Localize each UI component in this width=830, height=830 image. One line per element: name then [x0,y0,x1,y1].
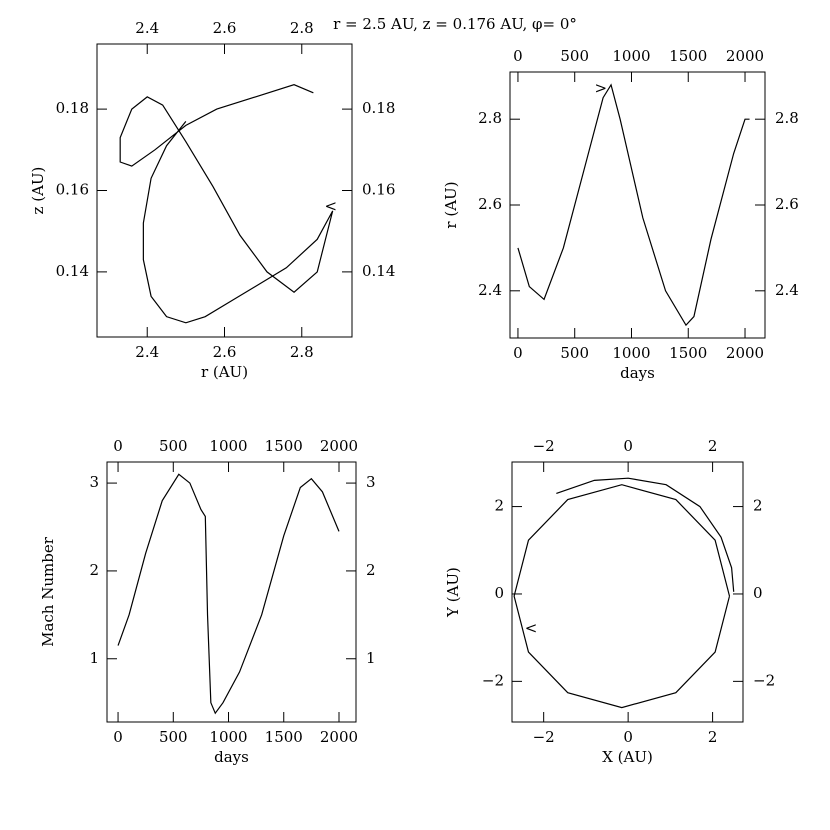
x-tick-label-top: 2000 [320,437,358,455]
y-tick-label: 2.6 [478,195,502,213]
y-tick-label: 0.16 [56,181,89,199]
x-tick-label: 0 [623,728,633,746]
x-tick-label: 1500 [669,344,707,362]
data-line [117,473,340,715]
x-tick-label: 500 [560,344,589,362]
x-tick-label-top: 500 [560,47,589,65]
x-tick-label-top: 500 [159,437,188,455]
x-tick-label: −2 [533,728,555,746]
x-tick-label-top: 1500 [669,47,707,65]
y-tick-label-right: 0.16 [362,181,395,199]
x-tick-label-top: 2 [708,437,718,455]
x-tick-label-top: 0 [513,47,523,65]
x-tick-label: 0 [513,344,523,362]
annotation: > [595,79,608,97]
y-tick-label-right: 0.14 [362,262,395,280]
x-tick-label-top: 2000 [726,47,764,65]
y-tick-label: 2.4 [478,281,502,299]
x-tick-label: 2.6 [213,343,237,361]
y-axis-label: r (AU) [442,181,460,228]
y-tick-label: −2 [482,671,504,689]
y-tick-label: 0 [494,584,504,602]
data-line [513,477,735,709]
x-tick-label: 2000 [320,728,358,746]
y-tick-label-right: 0 [753,584,763,602]
y-tick-label: 0.18 [56,99,89,117]
x-tick-label: 2.8 [290,343,314,361]
x-tick-label: 0 [113,728,123,746]
x-tick-label: 1000 [612,344,650,362]
plot-frame [511,461,744,723]
x-tick-label: 2.4 [135,343,159,361]
x-axis-label: days [620,364,655,382]
y-tick-label-right: 2.4 [775,281,799,299]
x-tick-label-top: 2.6 [213,19,237,37]
y-axis-label: Mach Number [39,536,57,647]
y-tick-label: 2 [494,497,504,515]
x-tick-label-top: −2 [533,437,555,455]
plot-frame [106,461,357,723]
x-axis-label: days [214,748,249,766]
y-tick-label-right: 2 [366,561,376,579]
y-tick-label: 2 [89,561,99,579]
y-tick-label-right: 2 [753,497,763,515]
x-tick-label: 1000 [209,728,247,746]
x-tick-label-top: 1000 [612,47,650,65]
y-tick-label: 1 [89,649,99,667]
y-tick-label: 3 [89,473,99,491]
x-axis-label: r (AU) [201,363,248,381]
x-tick-label: 1500 [265,728,303,746]
x-tick-label-top: 2.4 [135,19,159,37]
y-tick-label-right: 2.6 [775,195,799,213]
figure-title: r = 2.5 AU, z = 0.176 AU, φ= 0° [333,15,577,33]
x-tick-label: 2000 [726,344,764,362]
x-tick-label-top: 0 [623,437,633,455]
y-tick-label-right: 2.8 [775,109,799,127]
x-tick-label-top: 1500 [265,437,303,455]
y-axis-label: Y (AU) [444,567,462,618]
x-tick-label-top: 2.8 [290,19,314,37]
y-axis-label: z (AU) [29,167,47,215]
x-tick-label: 2 [708,728,718,746]
x-tick-label-top: 0 [113,437,123,455]
x-tick-label-top: 1000 [209,437,247,455]
y-tick-label-right: 3 [366,473,376,491]
data-line [119,84,334,324]
y-tick-label-right: −2 [753,671,775,689]
y-tick-label-right: 0.18 [362,99,395,117]
y-tick-label: 2.8 [478,109,502,127]
data-line [517,83,750,327]
annotation: < [324,197,337,215]
y-tick-label: 0.14 [56,262,89,280]
x-axis-label: X (AU) [602,748,653,766]
x-tick-label: 500 [159,728,188,746]
y-tick-label-right: 1 [366,649,376,667]
annotation: < [525,619,538,637]
